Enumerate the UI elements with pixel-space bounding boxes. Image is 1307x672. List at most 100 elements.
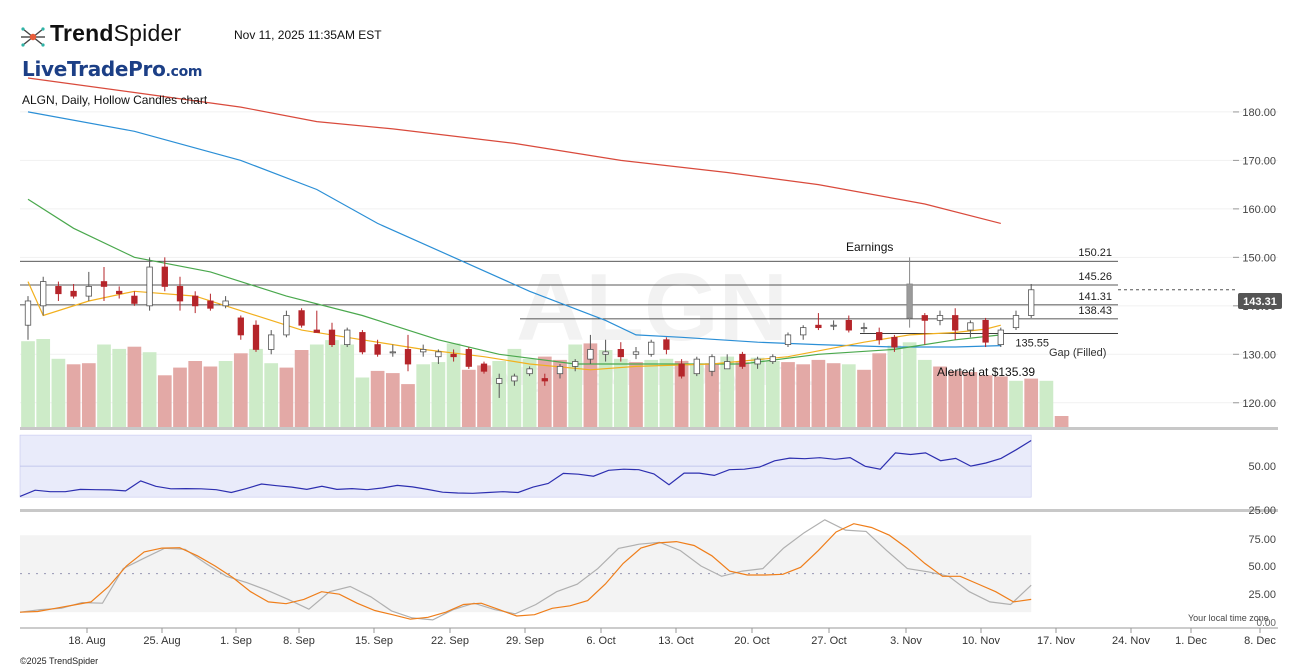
candle-body — [952, 315, 959, 331]
candle-body — [982, 319, 989, 343]
volume-bar — [629, 362, 643, 427]
y-tick-label: 150.00 — [1242, 252, 1276, 264]
candle-body — [131, 295, 138, 304]
volume-bar — [963, 372, 978, 427]
volume-bar — [477, 365, 491, 427]
volume-bar — [917, 359, 932, 427]
volume-bar — [446, 343, 461, 427]
volume-bar — [127, 346, 142, 427]
volume-bar — [1009, 380, 1023, 427]
annotations: Earnings Gap (Filled) Alerted at $135.39 — [846, 240, 1106, 379]
volume-bar — [796, 364, 811, 427]
volume-bar — [203, 366, 218, 427]
candle-body — [1012, 315, 1020, 329]
volume-bar — [507, 348, 522, 427]
candle-body — [404, 349, 412, 365]
candle-body — [845, 319, 852, 331]
volume-bar — [750, 357, 765, 427]
x-tick-label: 8. Dec — [1244, 635, 1276, 647]
candle-body — [860, 327, 868, 330]
candle-body — [40, 281, 47, 307]
candle-body — [192, 295, 199, 307]
volume-bar — [461, 369, 476, 427]
x-tick-label: 22. Sep — [431, 635, 469, 647]
volume-bar — [309, 344, 324, 427]
volume-bar — [872, 353, 887, 427]
x-tick-label: 3. Nov — [890, 635, 922, 647]
volume-bar — [568, 344, 583, 427]
rsi-pane: 50.00 — [19, 434, 1276, 498]
ma200-line — [27, 77, 1001, 224]
volume-bar — [841, 364, 856, 427]
livetradepro-watermark: LiveTradePro.com — [22, 57, 202, 81]
candle-body — [496, 378, 503, 384]
rsi-line — [19, 439, 1032, 497]
y-tick-label: 170.00 — [1242, 155, 1276, 167]
candle-body — [724, 361, 731, 370]
earnings-label: Earnings — [846, 240, 893, 254]
candle-body — [298, 310, 305, 326]
volume-bar — [112, 348, 127, 427]
copyright: ©2025 TrendSpider — [20, 656, 99, 666]
volume-bar — [1039, 380, 1054, 427]
candle-body — [161, 266, 168, 287]
candle-body — [85, 286, 92, 297]
level-label: 145.26 — [1078, 271, 1112, 283]
moving-averages — [27, 77, 1001, 371]
volume-bar — [781, 362, 795, 427]
volume-bar — [902, 342, 917, 427]
candle-body — [815, 324, 822, 329]
volume-bar — [659, 358, 674, 427]
x-tick-label: 15. Sep — [355, 635, 393, 647]
brand-light: Spider — [113, 20, 182, 46]
candle-body — [632, 351, 640, 355]
candle-body — [283, 315, 290, 336]
chart-title: ALGN, Daily, Hollow Candles chart — [22, 93, 208, 107]
level-label: 138.43 — [1078, 305, 1112, 317]
gap-filled-label: Gap (Filled) — [1049, 347, 1106, 359]
ltp-domain: .com — [165, 64, 203, 80]
volume-bar — [765, 361, 780, 427]
candle-body — [70, 290, 77, 297]
volume-bar — [66, 364, 81, 427]
ltp-site: LiveTradePro — [22, 57, 166, 81]
x-tick-label: 17. Nov — [1037, 635, 1075, 647]
stoch-bottom-tick: 0.00 — [1257, 618, 1277, 629]
candle-body — [435, 351, 442, 358]
volume-bar — [948, 370, 963, 427]
x-tick-label: 24. Nov — [1112, 635, 1150, 647]
stoch-k-line — [19, 523, 1032, 620]
x-tick-label: 25. Aug — [143, 635, 180, 647]
candle-body — [754, 358, 761, 365]
candle-body — [648, 341, 655, 355]
candle-body — [663, 339, 670, 350]
candle-body — [769, 356, 776, 362]
volume-bar — [385, 373, 400, 427]
candle-body — [268, 334, 275, 350]
brand-name: TrendSpider — [50, 20, 181, 47]
level-label: 135.55 — [1015, 337, 1049, 349]
volume-bar — [401, 384, 415, 427]
candle-body — [572, 361, 579, 367]
volume-bar — [355, 377, 370, 427]
candles — [24, 257, 1035, 398]
candle-body — [906, 283, 913, 319]
candle-body — [511, 375, 518, 382]
volume-bar — [279, 367, 294, 427]
volume-bar — [188, 361, 203, 427]
brand-bold: Trend — [50, 20, 114, 46]
candle-body — [24, 300, 32, 326]
last-price-value: 143.31 — [1243, 296, 1277, 308]
candle-body — [176, 286, 184, 302]
candle-body — [800, 327, 807, 336]
volume-bar — [735, 362, 750, 427]
ma100-line — [27, 111, 1001, 348]
volume-bar — [644, 359, 659, 427]
volume-bar — [157, 375, 172, 427]
volume-bar — [887, 345, 902, 427]
volume-bar — [416, 364, 431, 427]
candle-body — [465, 349, 472, 367]
candle-body — [678, 363, 685, 377]
candle-body — [100, 281, 108, 287]
